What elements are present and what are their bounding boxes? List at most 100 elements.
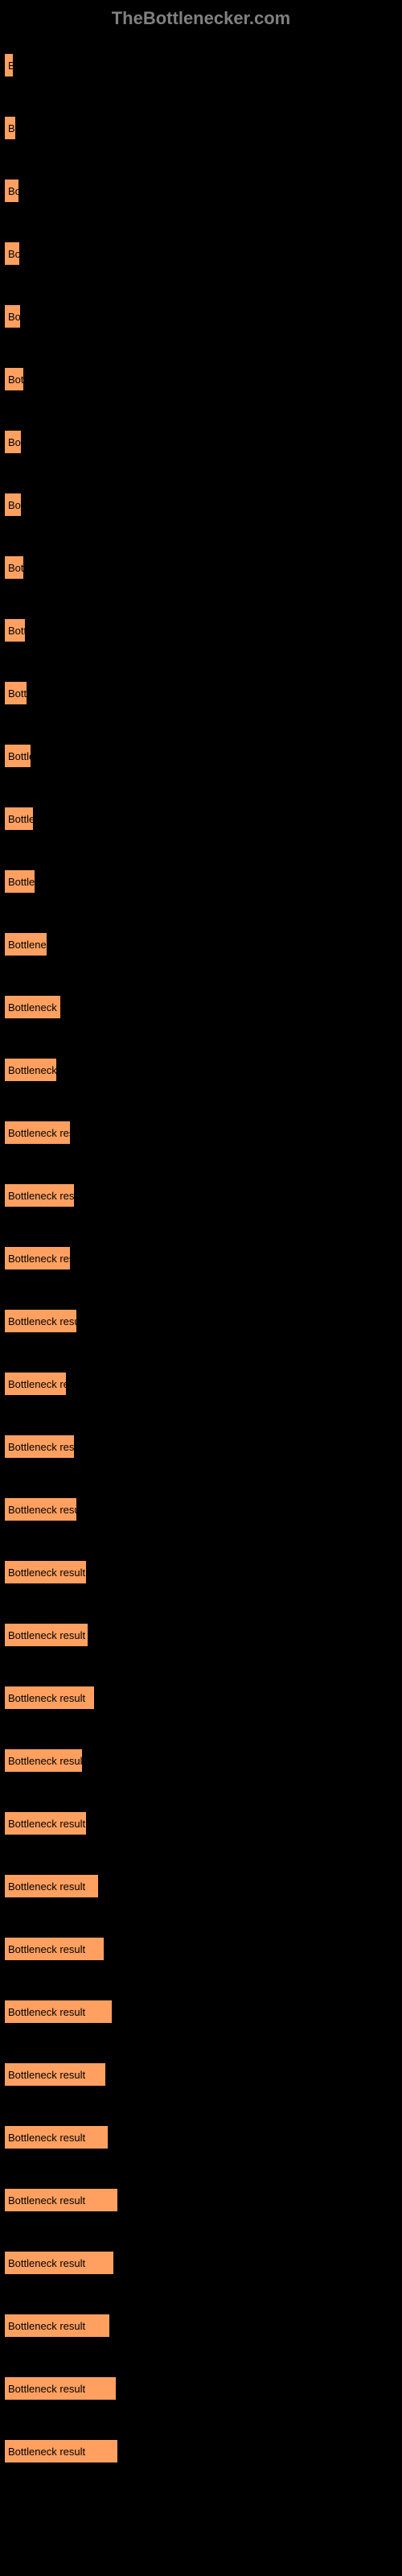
bottleneck-bar[interactable]: Bottleneck result — [4, 1811, 87, 1835]
bottleneck-bar[interactable]: Bottlec — [4, 869, 35, 894]
bar-label: B — [8, 122, 15, 134]
bottleneck-bar[interactable]: Bottleneck result — [4, 1121, 71, 1145]
bar-row: Bottleneck result — [4, 1937, 398, 1961]
bar-label: Bottleneck res — [8, 1378, 67, 1390]
bar-label: Bottleneck res — [8, 1001, 61, 1013]
bar-row: Bottleneck r — [4, 1058, 398, 1082]
bar-row: Bottleneck result — [4, 1183, 398, 1208]
bar-row: Bottleneck — [4, 932, 398, 956]
bar-label: Bottleneck result — [8, 1818, 85, 1830]
bar-row: Bottl — [4, 681, 398, 705]
bottleneck-bar[interactable]: Bottleneck result — [4, 1937, 105, 1961]
bar-row: Bottleneck res — [4, 995, 398, 1019]
bottleneck-bar[interactable]: Bo — [4, 430, 22, 454]
bottleneck-bar[interactable]: Bottleneck result — [4, 1497, 77, 1521]
bar-row: Bottleneck result — [4, 1623, 398, 1647]
bar-label: Bott — [8, 625, 26, 637]
bar-row: Bottleneck result — [4, 1811, 398, 1835]
bottleneck-bar[interactable]: Bottleneck result — [4, 1874, 99, 1898]
bottleneck-bar[interactable]: B — [4, 116, 16, 140]
bottleneck-bar[interactable]: Bottl — [4, 681, 27, 705]
bar-label: Bot — [8, 374, 24, 386]
bar-row: Bottlec — [4, 869, 398, 894]
bottleneck-bar[interactable]: Bo — [4, 304, 21, 328]
bottleneck-bar[interactable]: Bot — [4, 367, 24, 391]
bar-label: Bottleneck resul — [8, 1253, 71, 1265]
bottleneck-bar[interactable]: Bottleneck res — [4, 995, 61, 1019]
bar-row: Bottleneck resul — [4, 1246, 398, 1270]
bar-label: B — [8, 60, 14, 72]
bar-label: Bottleneck result — [8, 1755, 83, 1767]
bottleneck-bar[interactable]: Bottle — [4, 807, 34, 831]
bar-row: Bottleneck res — [4, 1372, 398, 1396]
bottleneck-bar[interactable]: Bottleneck result — [4, 2062, 106, 2087]
bar-row: Bottleneck result — [4, 2062, 398, 2087]
bottleneck-bar[interactable]: Bot — [4, 555, 24, 580]
bottleneck-bar[interactable]: Bottle — [4, 744, 31, 768]
bar-label: Bottleneck result — [8, 1315, 77, 1327]
bottleneck-bar[interactable]: Bottleneck result — [4, 1435, 75, 1459]
bar-row: Bottleneck result — [4, 1560, 398, 1584]
bar-label: Bo — [8, 499, 21, 511]
bottleneck-bar[interactable]: Bottleneck result — [4, 2376, 117, 2401]
bar-label: Bottleneck result — [8, 1943, 85, 1955]
bar-label: Bottleneck result — [8, 1692, 85, 1704]
bottleneck-bar[interactable]: Bottleneck result — [4, 2000, 113, 2024]
site-header: TheBottlenecker.com — [0, 8, 402, 29]
bottleneck-bar[interactable]: Bottleneck result — [4, 1309, 77, 1333]
bar-label: Bo — [8, 248, 20, 260]
bottleneck-bar[interactable]: Bottleneck result — [4, 1560, 87, 1584]
bar-label: Bottleneck — [8, 939, 47, 951]
bar-label: Bottleneck result — [8, 2006, 85, 2018]
bottleneck-bar[interactable]: Bottleneck resul — [4, 1246, 71, 1270]
bottleneck-chart: B B Bo Bo Bo Bot Bo Bo Bot Bott Bottl Bottle Bottle B… — [0, 53, 402, 2463]
bar-row: Bottleneck result — [4, 2251, 398, 2275]
bottleneck-bar[interactable]: B — [4, 53, 14, 77]
bottleneck-bar[interactable]: Bottleneck res — [4, 1372, 67, 1396]
bar-label: Bottleneck result — [8, 2194, 85, 2207]
bottleneck-bar[interactable]: Bott — [4, 618, 26, 642]
bottleneck-bar[interactable]: Bottleneck result — [4, 2314, 110, 2338]
bar-label: Bottleneck result — [8, 1127, 71, 1139]
bar-row: Bo — [4, 493, 398, 517]
bottleneck-bar[interactable]: Bottleneck result — [4, 2125, 109, 2149]
bar-row: Bottleneck result — [4, 1748, 398, 1773]
bar-label: Bottleneck result — [8, 1504, 77, 1516]
bar-label: Bot — [8, 562, 24, 574]
bar-row: Bottleneck result — [4, 1874, 398, 1898]
bar-row: Bo — [4, 304, 398, 328]
bar-row: Bottleneck result — [4, 2439, 398, 2463]
bar-row: Bottleneck result — [4, 1121, 398, 1145]
bar-row: Bottleneck result — [4, 2125, 398, 2149]
bar-row: B — [4, 53, 398, 77]
bar-row: B — [4, 116, 398, 140]
bottleneck-bar[interactable]: Bo — [4, 179, 19, 203]
bar-row: Bot — [4, 367, 398, 391]
bar-label: Bottleneck result — [8, 1629, 85, 1641]
bottleneck-bar[interactable]: Bo — [4, 242, 20, 266]
bar-row: Bottle — [4, 744, 398, 768]
bar-row: Bottleneck result — [4, 2188, 398, 2212]
bar-label: Bottle — [8, 750, 31, 762]
bar-label: Bottleneck result — [8, 1567, 85, 1579]
bar-row: Bottleneck result — [4, 2000, 398, 2024]
bottleneck-bar[interactable]: Bottleneck result — [4, 2439, 118, 2463]
bottleneck-bar[interactable]: Bottleneck result — [4, 2188, 118, 2212]
site-title: TheBottlenecker.com — [112, 8, 291, 28]
bottleneck-bar[interactable]: Bo — [4, 493, 22, 517]
bar-label: Bo — [8, 436, 21, 448]
bar-label: Bottleneck result — [8, 2069, 85, 2081]
bottleneck-bar[interactable]: Bottleneck result — [4, 2251, 114, 2275]
bottleneck-bar[interactable]: Bottleneck r — [4, 1058, 57, 1082]
bar-label: Bottl — [8, 687, 27, 700]
bar-row: Bottleneck result — [4, 1686, 398, 1710]
bar-label: Bottleneck result — [8, 2320, 85, 2332]
bar-label: Bottle — [8, 813, 34, 825]
bottleneck-bar[interactable]: Bottleneck result — [4, 1183, 75, 1208]
bar-label: Bottleneck result — [8, 2132, 85, 2144]
bottleneck-bar[interactable]: Bottleneck result — [4, 1686, 95, 1710]
bottleneck-bar[interactable]: Bottleneck — [4, 932, 47, 956]
bottleneck-bar[interactable]: Bottleneck result — [4, 1623, 88, 1647]
bottleneck-bar[interactable]: Bottleneck result — [4, 1748, 83, 1773]
bar-label: Bottleneck result — [8, 1880, 85, 1893]
